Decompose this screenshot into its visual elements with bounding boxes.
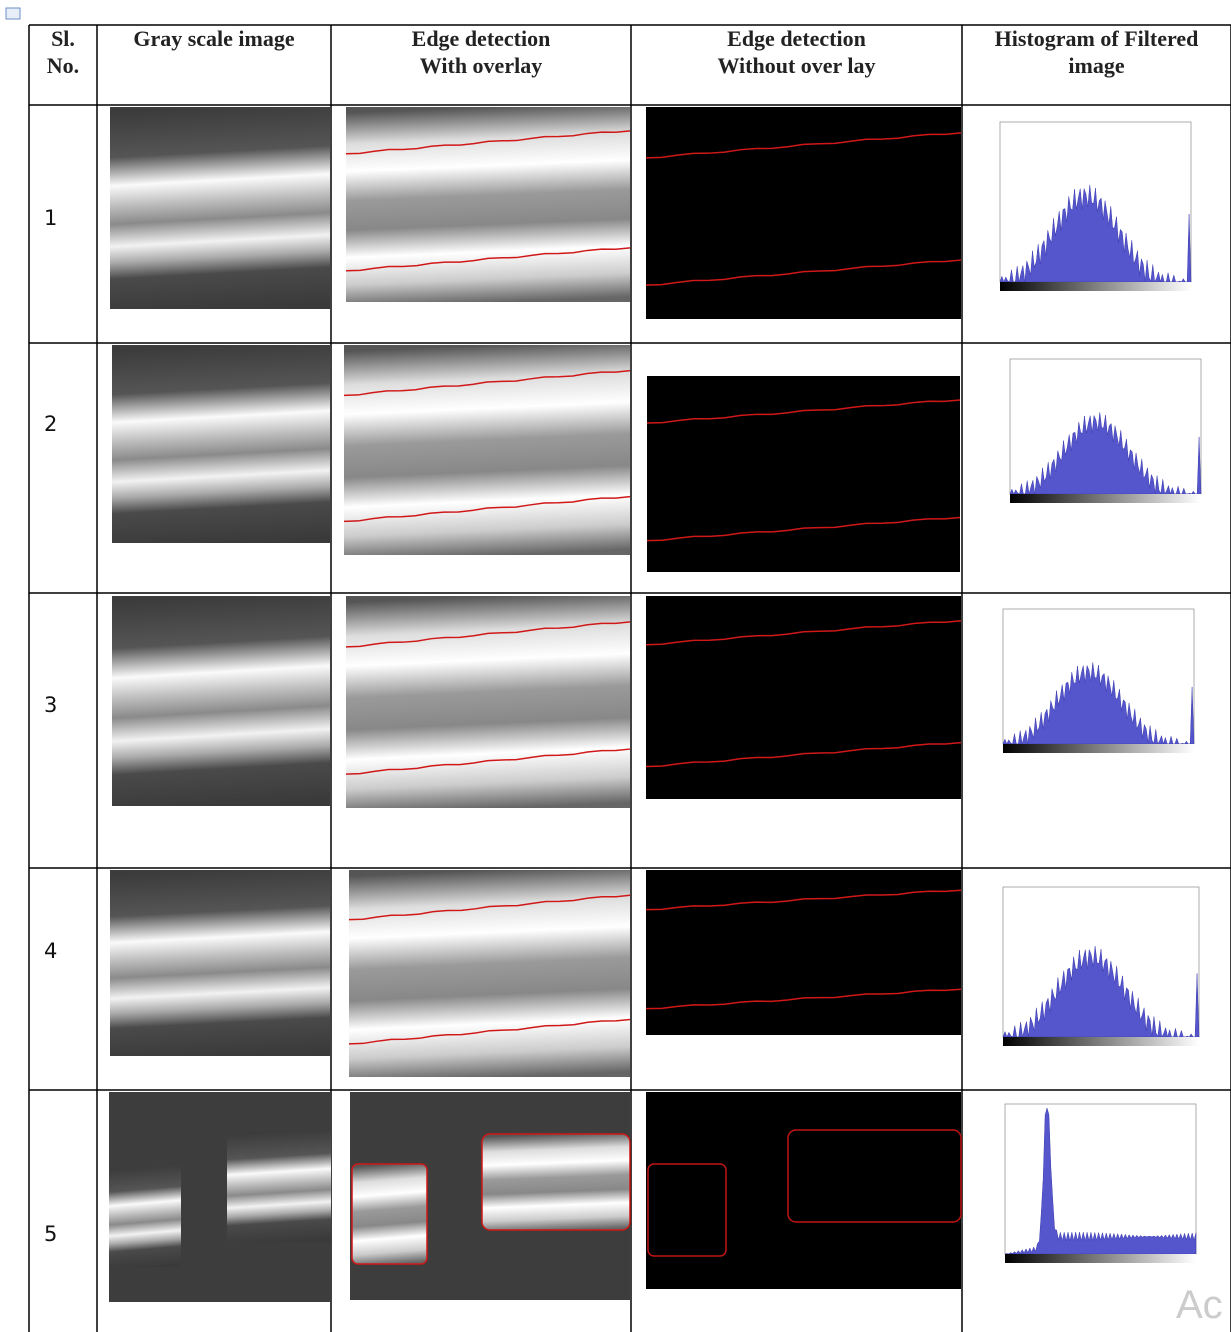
header-row: Sl.No.Gray scale image Edge detectionWith… bbox=[47, 26, 1199, 78]
hist-frame bbox=[1004, 1103, 1197, 1255]
edge-line bbox=[345, 748, 631, 775]
column-header: Edge detection bbox=[727, 26, 866, 51]
column-header: image bbox=[1068, 53, 1124, 78]
edge-image bbox=[647, 376, 960, 572]
gray-ramp bbox=[1003, 1037, 1199, 1046]
edge-line bbox=[343, 369, 631, 397]
hist-bars bbox=[1009, 412, 1202, 495]
edge-line bbox=[645, 741, 962, 768]
overlay-image bbox=[346, 596, 630, 808]
rod-piece bbox=[481, 1133, 631, 1231]
hist-bars bbox=[999, 184, 1192, 283]
hist-bars bbox=[1002, 662, 1195, 745]
row-number: 1 bbox=[44, 206, 57, 230]
edge-image bbox=[646, 596, 961, 799]
edge-line bbox=[646, 516, 961, 542]
watermark: Ac bbox=[1176, 1283, 1223, 1327]
overlay-image bbox=[349, 870, 630, 1077]
row-number: 3 bbox=[44, 693, 57, 717]
hist-bars bbox=[1002, 946, 1200, 1038]
table-row: 1 bbox=[44, 107, 1192, 319]
row-number: 2 bbox=[44, 412, 57, 436]
rod-piece bbox=[351, 1163, 428, 1265]
row-number: 4 bbox=[44, 939, 57, 963]
gray-ramp bbox=[1000, 282, 1191, 291]
column-header: Gray scale image bbox=[133, 26, 295, 51]
column-header: Edge detection bbox=[412, 26, 551, 51]
table-row: 3 bbox=[44, 596, 1195, 808]
column-header: With overlay bbox=[420, 53, 542, 78]
edge-line bbox=[345, 621, 631, 648]
table-grid bbox=[28, 24, 1231, 1332]
edge-line bbox=[348, 1018, 631, 1045]
edge-outline bbox=[787, 1129, 962, 1223]
column-header: Without over lay bbox=[717, 53, 875, 78]
gray-image bbox=[110, 107, 330, 309]
gray-ramp bbox=[1010, 494, 1201, 503]
table-handle[interactable] bbox=[5, 7, 21, 20]
table-body: 1 2 3 4 5 bbox=[44, 107, 1202, 1302]
rod-piece bbox=[227, 1132, 331, 1242]
edge-line bbox=[348, 894, 631, 921]
edge-image bbox=[646, 870, 961, 1035]
gray-image bbox=[112, 345, 330, 543]
gray-image bbox=[112, 596, 330, 806]
edge-line bbox=[646, 399, 961, 424]
table-row: 4 bbox=[44, 870, 1200, 1077]
edge-line bbox=[345, 247, 631, 272]
edge-line bbox=[645, 889, 962, 911]
edge-line bbox=[645, 988, 962, 1010]
hist-bars bbox=[1004, 1107, 1197, 1255]
table-row: 2 bbox=[44, 345, 1202, 572]
overlay-image bbox=[346, 107, 630, 302]
edge-image bbox=[646, 107, 961, 319]
edge-line bbox=[645, 132, 962, 159]
column-header: Sl. bbox=[51, 26, 75, 51]
edge-line bbox=[343, 495, 631, 523]
rod-piece bbox=[109, 1167, 181, 1267]
edge-line bbox=[345, 130, 631, 155]
gray-ramp bbox=[1005, 1254, 1196, 1263]
table-row: 5 bbox=[44, 1092, 1197, 1302]
edge-line bbox=[645, 259, 962, 286]
row-number: 5 bbox=[44, 1222, 57, 1246]
gray-image bbox=[110, 870, 330, 1056]
column-header: Histogram of Filtered bbox=[995, 26, 1199, 51]
edge-image bbox=[646, 1092, 961, 1289]
overlay-image bbox=[344, 345, 630, 555]
edge-line bbox=[645, 620, 962, 646]
gray-ramp bbox=[1003, 744, 1194, 753]
column-header: No. bbox=[47, 53, 79, 78]
edge-outline bbox=[647, 1163, 727, 1257]
